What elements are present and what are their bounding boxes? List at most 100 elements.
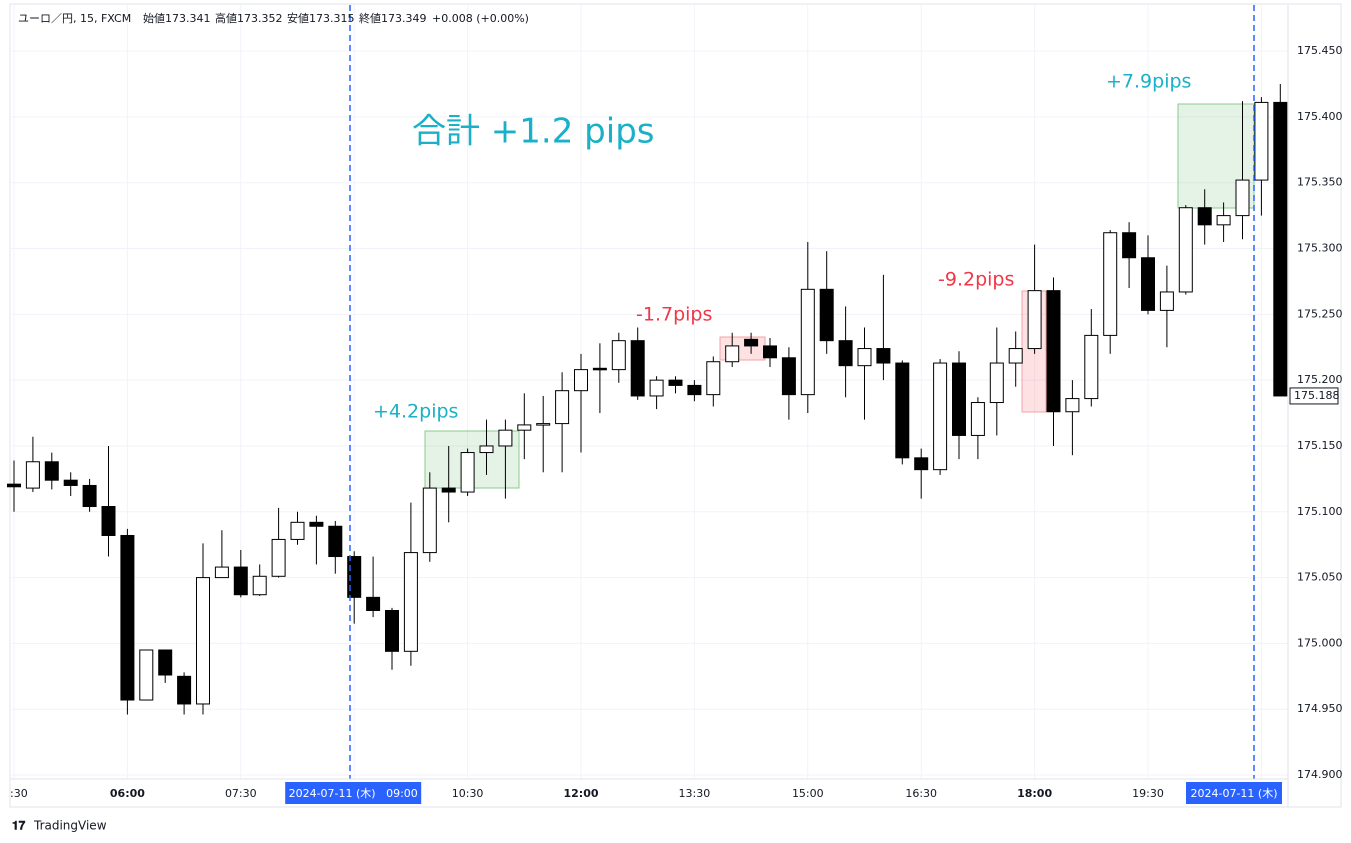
candle-down: [630, 340, 645, 397]
candle-up: [800, 288, 815, 396]
logo-mark: 𝟏𝟕: [12, 819, 26, 833]
x-tick-label: 07:30: [225, 787, 257, 800]
candle-up: [1254, 101, 1269, 181]
candle-up: [555, 390, 570, 425]
y-tick-label: 175.150: [1297, 439, 1343, 452]
candle-up: [536, 423, 551, 426]
x-tick-label: 18:00: [1017, 787, 1052, 800]
candle-down: [1273, 101, 1288, 397]
y-tick-label: 175.400: [1297, 110, 1343, 123]
y-tick-label: 175.200: [1297, 373, 1343, 386]
candle-down: [1046, 290, 1061, 413]
candle-down: [101, 506, 116, 536]
candle-up: [725, 345, 740, 363]
candle-down: [876, 348, 891, 364]
x-tick-label: 15:00: [792, 787, 824, 800]
y-tick-label: 175.000: [1297, 636, 1343, 649]
y-tick-label: 175.100: [1297, 505, 1343, 518]
header-field: +0.008 (+0.00%): [432, 12, 529, 25]
candle-down: [309, 521, 324, 527]
candle-up: [1084, 334, 1099, 400]
candle-down: [819, 288, 834, 342]
candle-down: [385, 610, 399, 652]
candles: [7, 83, 1288, 715]
candle-up: [196, 577, 210, 705]
brand-logo: 𝟏𝟕 TradingView: [12, 819, 107, 833]
candle-up: [479, 445, 494, 454]
candle-up: [25, 461, 40, 489]
annotations: 合計 +1.2 pips +4.2pips -1.7pips -9.2pips +7.9…: [373, 71, 1191, 423]
candle-up: [139, 649, 154, 701]
candle-down: [158, 649, 173, 676]
candle-up: [649, 379, 664, 397]
x-tick-label: 2024-07-11 (木): [1190, 787, 1277, 800]
candle-down: [177, 675, 192, 705]
candle-up: [214, 566, 229, 579]
chart-frame: [9, 3, 1342, 808]
header-field: 安値173.315: [287, 12, 355, 25]
x-tick-label: 06:00: [110, 787, 145, 800]
candle-up: [1027, 290, 1042, 350]
candle-up: [933, 362, 948, 471]
candle-down: [120, 534, 135, 701]
candle-up: [403, 552, 418, 652]
candle-up: [970, 402, 985, 436]
candle-up: [857, 348, 872, 367]
candle-down: [366, 596, 381, 612]
y-tick-label: 174.900: [1297, 768, 1343, 781]
candle-up: [517, 424, 532, 431]
candle-up: [1178, 207, 1193, 293]
y-tick-label: 175.350: [1297, 176, 1343, 189]
candle-up: [1103, 232, 1118, 336]
candle-down: [441, 487, 456, 493]
candle-up: [989, 362, 1004, 404]
candle-up: [422, 487, 437, 554]
candle-down: [233, 566, 248, 596]
x-tick-label: 19:30: [1132, 787, 1164, 800]
y-tick-label: 174.950: [1297, 702, 1343, 715]
candle-up: [1159, 291, 1174, 311]
candle-up: [574, 369, 588, 392]
candle-down: [895, 362, 910, 459]
candle-up: [252, 575, 267, 596]
x-tick-label: 16:30: [905, 787, 937, 800]
annotation: 合計 +1.2 pips: [412, 112, 655, 152]
y-tick-label: 175.450: [1297, 44, 1343, 57]
candle-down: [668, 379, 683, 386]
axes: 174.900 174.950 175.000 175.050 175.100 175.1…: [10, 44, 1343, 804]
candle-down: [1141, 257, 1155, 311]
y-tick-label: 175.300: [1297, 242, 1343, 255]
candle-down: [687, 384, 702, 396]
x-tick-label: 10:30: [452, 787, 484, 800]
candle-up: [271, 538, 286, 577]
y-tick-label: 175.250: [1297, 307, 1343, 320]
x-tick-label: 12:00: [563, 787, 598, 800]
candle-up: [1216, 215, 1231, 226]
x-label-highlight: [1186, 782, 1282, 804]
header-field: 始値173.341: [143, 11, 211, 25]
candle-down: [347, 556, 362, 598]
x-label-highlight: [285, 782, 422, 804]
candle-down: [63, 479, 78, 486]
candle-down: [1197, 207, 1212, 226]
x-tick-label: :30: [10, 787, 28, 800]
last-price-label: 175.188: [1294, 389, 1340, 402]
candle-up: [290, 521, 305, 540]
candle-up: [706, 361, 721, 396]
candle-up: [498, 429, 513, 447]
annotation: +7.9pips: [1106, 71, 1191, 93]
candle-down: [592, 367, 607, 371]
candle-down: [82, 484, 97, 508]
y-tick-label: 175.050: [1297, 571, 1343, 584]
last-price-box: [1289, 387, 1339, 405]
annotation: -9.2pips: [938, 269, 1014, 291]
candle-down: [1122, 232, 1137, 259]
annotation: -1.7pips: [636, 304, 712, 326]
candle-down: [914, 457, 929, 471]
candle-down: [744, 338, 759, 347]
header-field: 終値173.349: [359, 12, 427, 25]
candle-down: [763, 345, 777, 359]
candle-down: [7, 483, 21, 488]
candle-down: [781, 357, 796, 396]
